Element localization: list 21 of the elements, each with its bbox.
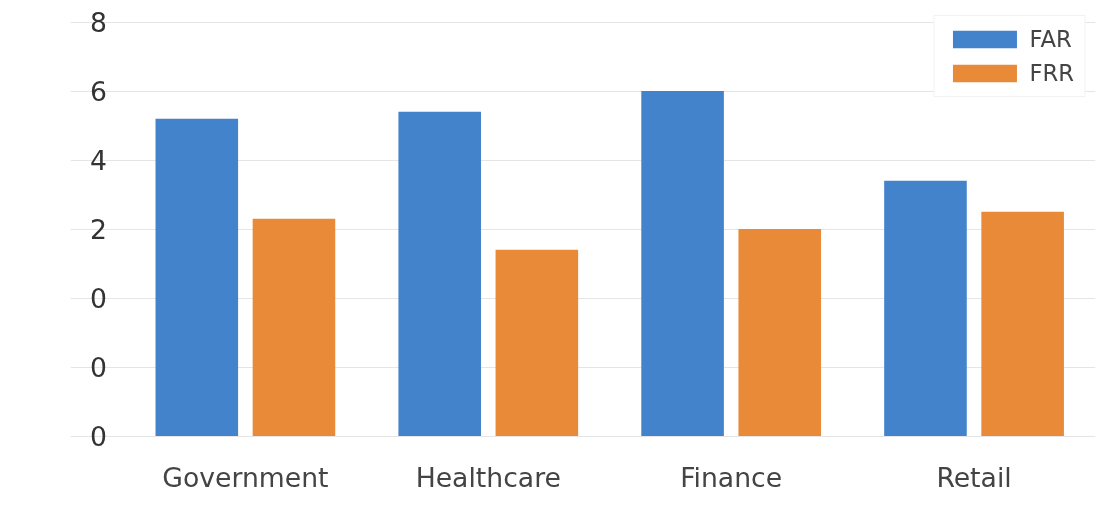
annotation: 4 <box>89 145 107 177</box>
bar <box>252 218 336 437</box>
x-tick-label: Healthcare <box>415 461 561 493</box>
x-tick-label: Government <box>162 461 329 493</box>
annotation: 0 <box>89 283 107 315</box>
bar <box>155 118 239 437</box>
legend-label: FAR <box>1029 26 1072 52</box>
text: 8 <box>89 7 107 39</box>
annotation: 2 <box>89 214 107 246</box>
bar <box>884 180 967 437</box>
bar <box>738 229 822 437</box>
annotation: 6 <box>89 76 107 108</box>
bar <box>495 249 579 437</box>
bar <box>398 111 481 437</box>
legend-label: FRR <box>1029 60 1074 86</box>
x-tick-label: Finance <box>680 461 783 493</box>
x-tick-label: Retail <box>936 461 1012 493</box>
bar <box>981 211 1064 437</box>
annotation: 0 <box>89 352 107 384</box>
annotation: 0 <box>89 421 107 453</box>
bar <box>641 91 724 437</box>
